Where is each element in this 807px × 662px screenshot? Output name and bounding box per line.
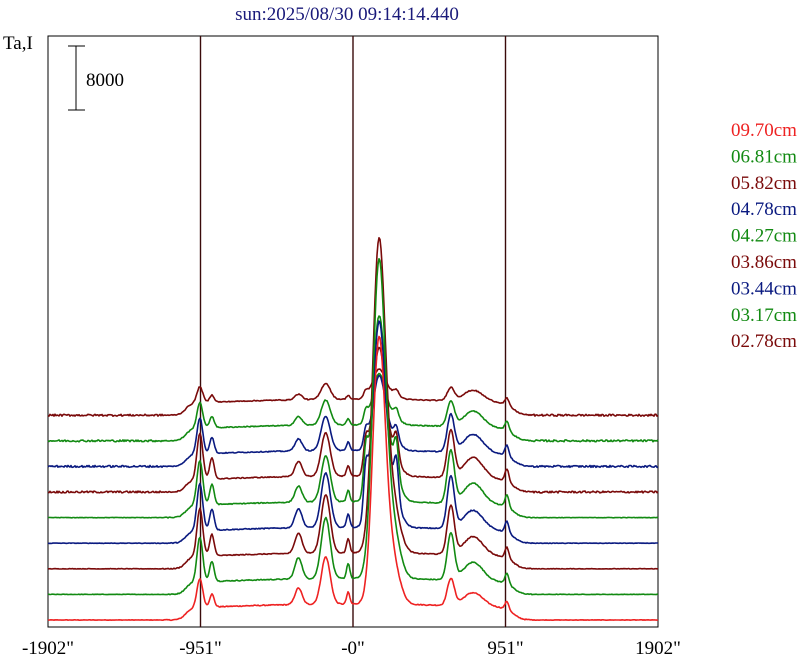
x-tick-label: 1902" (635, 638, 681, 659)
legend-entry: 04.27cm (731, 226, 797, 247)
legend-entry: 09.70cm (731, 120, 797, 141)
x-tick-label: -1902" (22, 638, 74, 659)
series-line-09.70cm (47, 335, 659, 622)
scale-bar-label: 8000 (86, 70, 124, 91)
x-tick-label: -951" (179, 638, 222, 659)
series-line-03.86cm (47, 346, 659, 494)
chart-title: sun:2025/08/30 09:14:14.440 (235, 4, 459, 25)
series-line-03.44cm (47, 374, 658, 469)
x-tick-labels: -1902" -951" -0" 951" 1902" (22, 638, 681, 659)
scale-bar: 8000 (68, 45, 124, 111)
legend-entry: 03.17cm (731, 305, 797, 326)
x-tick-label: 951" (487, 638, 523, 659)
legend-entry: 02.78cm (731, 331, 797, 352)
x-tick-label: -0" (341, 638, 365, 659)
reference-lines (199, 36, 507, 627)
legend-entry: 06.81cm (731, 146, 797, 167)
series-line-02.78cm (47, 368, 659, 417)
legend-entry: 03.86cm (731, 252, 797, 273)
series-line-03.17cm (47, 372, 659, 443)
series-line-06.81cm (47, 258, 658, 596)
series-line-05.82cm (47, 237, 658, 570)
series-line-04.27cm (48, 315, 659, 519)
legend-entry: 04.78cm (731, 199, 797, 220)
y-axis-label: Ta,I (3, 33, 33, 54)
legend: 09.70cm 06.81cm 05.82cm 04.78cm 04.27cm 03.86… (731, 120, 797, 352)
series-lines (47, 237, 659, 622)
legend-entry: 05.82cm (731, 173, 797, 194)
series-line-04.78cm (47, 320, 658, 545)
legend-entry: 03.44cm (731, 278, 797, 299)
